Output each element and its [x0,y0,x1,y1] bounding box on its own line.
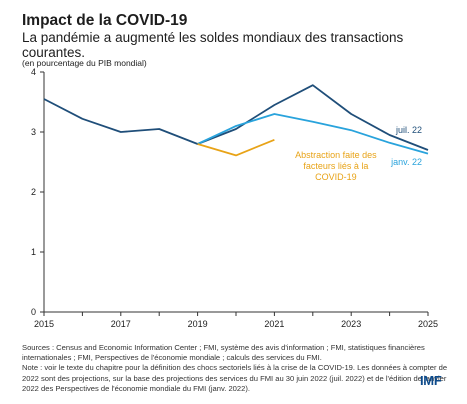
series-line-juil-22 [43,84,429,151]
x-tick-label: 2015 [34,319,54,329]
chart-title: Impact de la COVID-19 [22,12,188,29]
x-tick-label: 2021 [264,319,284,329]
y-tick-label: 2 [31,187,36,197]
note-text: Note : voir le texte du chapitre pour la… [22,363,448,393]
chart-axes: 0 1 2 3 4 2015 2017 2019 2021 2023 2025 [31,67,438,329]
series-line-janv-22 [197,113,429,155]
series-label-abstraction: Abstraction faite des facteurs liés à la C… [295,150,377,182]
y-tick-label: 1 [31,247,36,257]
x-tick-label: 2023 [341,319,361,329]
x-tick-label: 2017 [111,319,131,329]
imf-logo: IMF [420,373,442,388]
chart-subtitle: La pandémie a augmenté les soldes mondia… [22,30,404,60]
sources-text: Sources : Census and Economic Informatio… [22,343,425,363]
y-tick-label: 0 [31,307,36,317]
chart-series [43,84,429,157]
y-tick-label: 4 [31,67,36,77]
x-tick-label: 2019 [188,319,208,329]
y-tick-label: 3 [31,127,36,137]
series-label-janv-22: janv. 22 [390,157,422,167]
line-chart: 0 1 2 3 4 2015 2017 2019 2021 2023 2025 juil. 22 ja… [31,67,438,329]
sources-note: Sources : Census and Economic Informatio… [22,343,452,394]
unit-note: (en pourcentage du PIB mondial) [22,58,147,68]
x-tick-label: 2025 [418,319,438,329]
series-labels: juil. 22 janv. 22 Abstraction faite des fac… [295,125,422,182]
series-line-abstraction [197,138,275,157]
series-label-juil-22: juil. 22 [395,125,422,135]
